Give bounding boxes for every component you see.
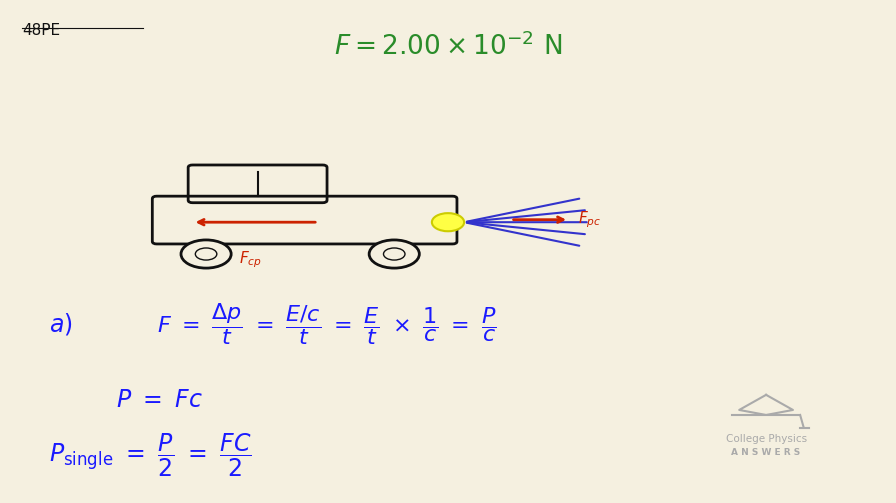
Text: $a)$: $a)$	[49, 311, 73, 338]
Circle shape	[181, 240, 231, 268]
Text: $F_{pc}$: $F_{pc}$	[578, 209, 601, 230]
Circle shape	[369, 240, 419, 268]
Circle shape	[195, 248, 217, 260]
Circle shape	[383, 248, 405, 260]
Text: 48PE: 48PE	[22, 23, 61, 38]
Text: $F_{cp}$: $F_{cp}$	[239, 250, 263, 271]
Circle shape	[432, 213, 464, 231]
Text: College Physics: College Physics	[726, 434, 806, 444]
Text: A N S W E R S: A N S W E R S	[731, 448, 801, 457]
Text: $P\ =\ Fc$: $P\ =\ Fc$	[116, 388, 203, 412]
Text: $F = 2.00 \times 10^{-2}\ \mathrm{N}$: $F = 2.00 \times 10^{-2}\ \mathrm{N}$	[334, 33, 562, 61]
Text: $P_{\mathrm{single}}\ =\ \dfrac{P}{2}\ =\ \dfrac{FC}{2}$: $P_{\mathrm{single}}\ =\ \dfrac{P}{2}\ =…	[49, 432, 252, 479]
Text: $F\ =\ \dfrac{\Delta p}{t}\ =\ \dfrac{E/c}{t}\ =\ \dfrac{E}{t}\ \times\ \dfrac{1: $F\ =\ \dfrac{\Delta p}{t}\ =\ \dfrac{E/…	[157, 301, 496, 348]
